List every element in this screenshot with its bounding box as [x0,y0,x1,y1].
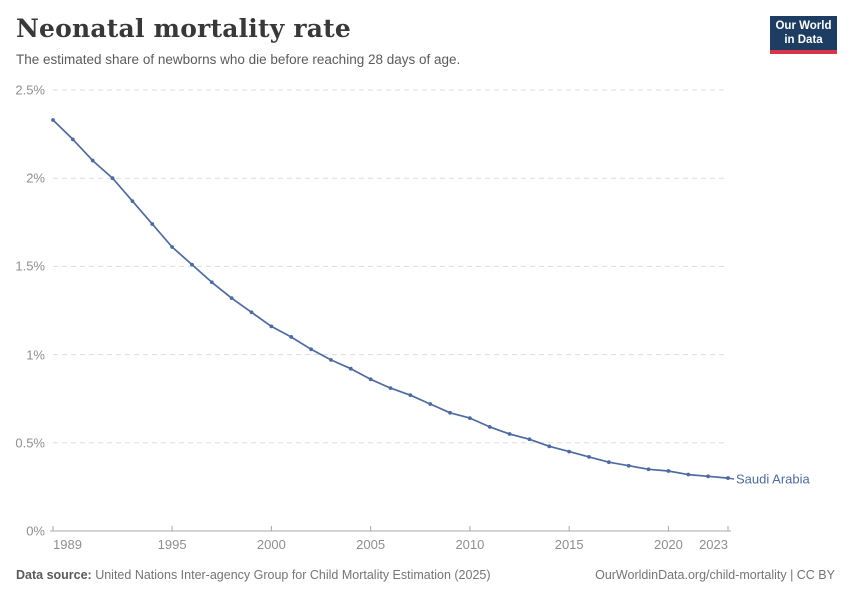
series-end-label: Saudi Arabia [736,471,810,487]
data-point [269,324,274,329]
data-point [289,335,294,339]
data-point [606,460,611,465]
y-tick-label: 0.5% [15,435,45,451]
y-tick-label: 2% [26,170,45,186]
data-point [249,310,254,315]
data-point [527,437,532,442]
x-tick-label: 2005 [356,537,386,552]
data-point [90,158,95,163]
data-point [587,455,591,459]
x-tick-label: 2015 [554,537,584,552]
data-point [626,463,631,468]
data-point [686,472,691,477]
data-source-note: Data source: United Nations Inter-agency… [16,568,491,582]
data-point [130,199,135,204]
owid-logo-line1: Our World [775,19,832,32]
data-point [666,469,671,473]
x-tick-label: 2010 [455,537,485,552]
data-point [368,377,373,382]
owid-logo[interactable]: Our World in Data [770,16,837,54]
data-point [567,449,572,454]
data-point [428,402,433,406]
chart-title: Neonatal mortality rate [16,14,351,43]
data-point [190,262,194,267]
series-label-connector [727,477,735,480]
data-point [329,357,333,362]
y-tick-label: 2.5% [15,82,45,98]
data-point [448,410,452,415]
data-source-text: United Nations Inter-agency Group for Ch… [91,568,491,582]
data-point [408,393,413,398]
data-point [51,118,55,122]
data-point [209,280,214,285]
y-tick-label: 1.5% [15,258,45,274]
data-point [706,474,711,479]
data-point [547,444,552,449]
data-source-label: Data source: [16,568,92,582]
series-line [52,119,729,479]
data-point [170,245,175,249]
chart-footer: Data source: United Nations Inter-agency… [16,568,835,582]
x-tick-label: 2023 [699,537,728,552]
x-tick-label: 2020 [653,537,683,552]
x-tick-label: 1995 [157,537,187,552]
x-tick-label: 2000 [256,537,286,552]
data-point [507,432,512,436]
data-point [388,386,393,391]
data-point [487,425,492,429]
data-point [646,467,651,472]
chart-subtitle: The estimated share of newborns who die … [16,52,461,67]
x-tick-label: 1989 [53,537,82,552]
y-tick-label: 0% [26,523,45,539]
data-point [348,366,353,371]
owid-logo-line2: in Data [784,34,823,46]
data-point [468,416,472,421]
data-point [110,176,115,181]
data-point [150,222,155,226]
data-point [70,137,75,142]
data-point [229,296,234,301]
credit-link[interactable]: OurWorldinData.org/child-mortality | CC … [595,568,835,582]
y-tick-label: 1% [26,347,45,363]
data-point [309,347,313,352]
